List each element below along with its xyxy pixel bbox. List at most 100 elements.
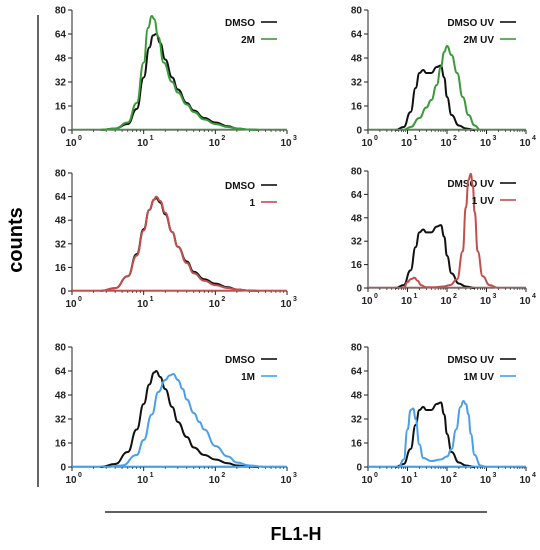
y-tick-label: 32 bbox=[55, 78, 67, 89]
x-tick-label: 10 bbox=[209, 475, 221, 486]
x-tick-exponent: 3 bbox=[293, 135, 297, 142]
x-tick-exponent: 0 bbox=[78, 296, 82, 303]
y-tick-label: 0 bbox=[356, 126, 362, 137]
x-tick-exponent: 4 bbox=[532, 293, 536, 300]
y-tick-label: 48 bbox=[55, 216, 67, 227]
x-tick-label: 10 bbox=[519, 138, 531, 149]
y-tick-label: 0 bbox=[60, 287, 66, 298]
x-tick-exponent: 1 bbox=[414, 472, 418, 479]
x-tick-label: 10 bbox=[280, 138, 292, 149]
y-tick-label: 64 bbox=[55, 367, 67, 378]
x-tick-exponent: 0 bbox=[78, 135, 82, 142]
y-tick-label: 48 bbox=[351, 391, 363, 402]
x-tick-label: 10 bbox=[137, 475, 149, 486]
legend-label-2: 1 UV bbox=[472, 196, 495, 207]
legend-label-2: 1 bbox=[249, 198, 255, 209]
y-tick-label: 16 bbox=[351, 439, 363, 450]
y-tick-label: 0 bbox=[356, 463, 362, 474]
x-tick-exponent: 2 bbox=[221, 135, 225, 142]
y-tick-label: 16 bbox=[351, 102, 363, 113]
series-line-1 bbox=[395, 64, 475, 131]
y-tick-label: 64 bbox=[55, 192, 67, 203]
y-tick-label: 16 bbox=[55, 439, 67, 450]
series-line-2 bbox=[403, 45, 481, 131]
x-axis-label: FL1-H bbox=[271, 524, 322, 544]
y-tick-label: 0 bbox=[60, 126, 66, 137]
y-tick-label: 80 bbox=[55, 6, 67, 17]
y-tick-label: 32 bbox=[351, 415, 363, 426]
legend-label-1: DMSO UV bbox=[447, 18, 494, 29]
y-tick-label: 32 bbox=[55, 415, 67, 426]
x-tick-exponent: 1 bbox=[150, 296, 154, 303]
x-tick-exponent: 3 bbox=[293, 472, 297, 479]
series-line-2 bbox=[403, 172, 499, 289]
x-tick-exponent: 1 bbox=[414, 293, 418, 300]
x-tick-exponent: 1 bbox=[150, 472, 154, 479]
x-tick-label: 10 bbox=[65, 138, 77, 149]
series-line-1 bbox=[395, 401, 475, 468]
x-tick-label: 10 bbox=[65, 299, 77, 310]
series-line-2 bbox=[398, 400, 487, 468]
legend-label-1: DMSO UV bbox=[447, 179, 494, 190]
series-line-1 bbox=[100, 370, 259, 468]
x-tick-exponent: 0 bbox=[78, 472, 82, 479]
y-tick-label: 64 bbox=[351, 30, 363, 41]
series-line-1 bbox=[395, 224, 475, 289]
y-tick-label: 0 bbox=[60, 463, 66, 474]
x-tick-exponent: 4 bbox=[532, 135, 536, 142]
legend-label-2: 2M bbox=[241, 35, 255, 46]
y-tick-label: 48 bbox=[351, 54, 363, 65]
x-tick-label: 10 bbox=[519, 475, 531, 486]
series-line-2 bbox=[106, 373, 266, 468]
x-tick-label: 10 bbox=[280, 475, 292, 486]
y-tick-label: 16 bbox=[55, 263, 67, 274]
x-tick-exponent: 2 bbox=[221, 296, 225, 303]
y-tick-label: 64 bbox=[351, 367, 363, 378]
legend-label-2: 1M UV bbox=[463, 372, 494, 383]
y-tick-label: 80 bbox=[351, 167, 363, 178]
y-tick-label: 64 bbox=[55, 30, 67, 41]
y-tick-label: 32 bbox=[351, 78, 363, 89]
x-tick-label: 10 bbox=[65, 475, 77, 486]
y-axis-label: counts bbox=[5, 207, 27, 273]
y-tick-label: 16 bbox=[351, 260, 363, 271]
y-tick-label: 48 bbox=[55, 54, 67, 65]
y-tick-label: 48 bbox=[351, 213, 363, 224]
x-tick-label: 10 bbox=[401, 475, 413, 486]
series-line-2 bbox=[100, 15, 259, 131]
x-tick-exponent: 2 bbox=[453, 472, 457, 479]
x-tick-label: 10 bbox=[137, 138, 149, 149]
x-tick-label: 10 bbox=[401, 138, 413, 149]
legend-label-1: DMSO bbox=[225, 18, 255, 29]
legend-label-2: 2M UV bbox=[463, 35, 494, 46]
x-tick-exponent: 2 bbox=[453, 293, 457, 300]
x-tick-label: 10 bbox=[440, 138, 452, 149]
y-tick-label: 80 bbox=[351, 343, 363, 354]
x-tick-label: 10 bbox=[361, 138, 373, 149]
x-tick-label: 10 bbox=[361, 475, 373, 486]
y-tick-label: 80 bbox=[55, 343, 67, 354]
y-tick-label: 0 bbox=[356, 284, 362, 295]
x-tick-label: 10 bbox=[440, 475, 452, 486]
y-tick-label: 32 bbox=[351, 237, 363, 248]
legend-label-1: DMSO UV bbox=[447, 355, 494, 366]
legend-label-1: DMSO bbox=[225, 181, 255, 192]
x-tick-label: 10 bbox=[480, 296, 492, 307]
x-tick-label: 10 bbox=[137, 299, 149, 310]
x-tick-exponent: 1 bbox=[150, 135, 154, 142]
y-tick-label: 32 bbox=[55, 239, 67, 250]
x-tick-exponent: 0 bbox=[374, 472, 378, 479]
x-tick-label: 10 bbox=[209, 138, 221, 149]
x-tick-exponent: 3 bbox=[493, 293, 497, 300]
series-line-1 bbox=[100, 33, 259, 131]
legend-label-1: DMSO bbox=[225, 355, 255, 366]
x-tick-label: 10 bbox=[440, 296, 452, 307]
series-line-2 bbox=[100, 195, 259, 292]
y-tick-label: 16 bbox=[55, 102, 67, 113]
